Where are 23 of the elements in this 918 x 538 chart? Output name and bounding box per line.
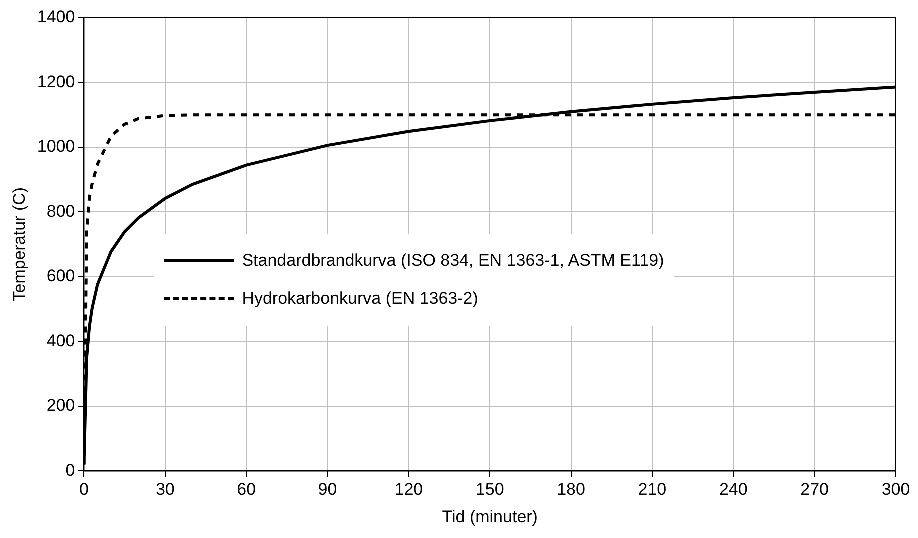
x-tick-label: 0	[79, 480, 89, 500]
x-tick-label: 150	[476, 480, 504, 500]
y-tick-label: 800	[46, 202, 76, 221]
y-tick-label: 1200	[37, 72, 76, 92]
x-tick-label: 60	[237, 480, 256, 500]
x-tick-label: 90	[318, 480, 338, 500]
y-tick-label: 600	[46, 266, 76, 286]
legend-label: Standardbrandkurva (ISO 834, EN 1363-1, ASTM E119)	[242, 250, 664, 271]
x-tick-label: 30	[156, 480, 175, 500]
x-tick-label: 210	[638, 480, 667, 500]
x-tick-label: 180	[557, 480, 586, 500]
y-tick-label: 200	[46, 396, 76, 416]
y-tick-label: 1400	[37, 8, 76, 27]
y-tick-label: 0	[66, 460, 76, 480]
x-tick-label: 240	[719, 480, 748, 500]
x-axis-title: Tid (minuter)	[442, 507, 538, 526]
y-tick-label: 400	[46, 331, 76, 350]
y-tick-label: 1000	[37, 137, 76, 156]
x-tick-label: 300	[882, 480, 910, 500]
x-tick-label: 120	[394, 480, 424, 500]
legend-label: Hydrokarbonkurva (EN 1363-2)	[242, 288, 478, 309]
x-tick-label: 270	[800, 480, 830, 500]
y-axis-title: Temperatur (C)	[10, 187, 29, 302]
